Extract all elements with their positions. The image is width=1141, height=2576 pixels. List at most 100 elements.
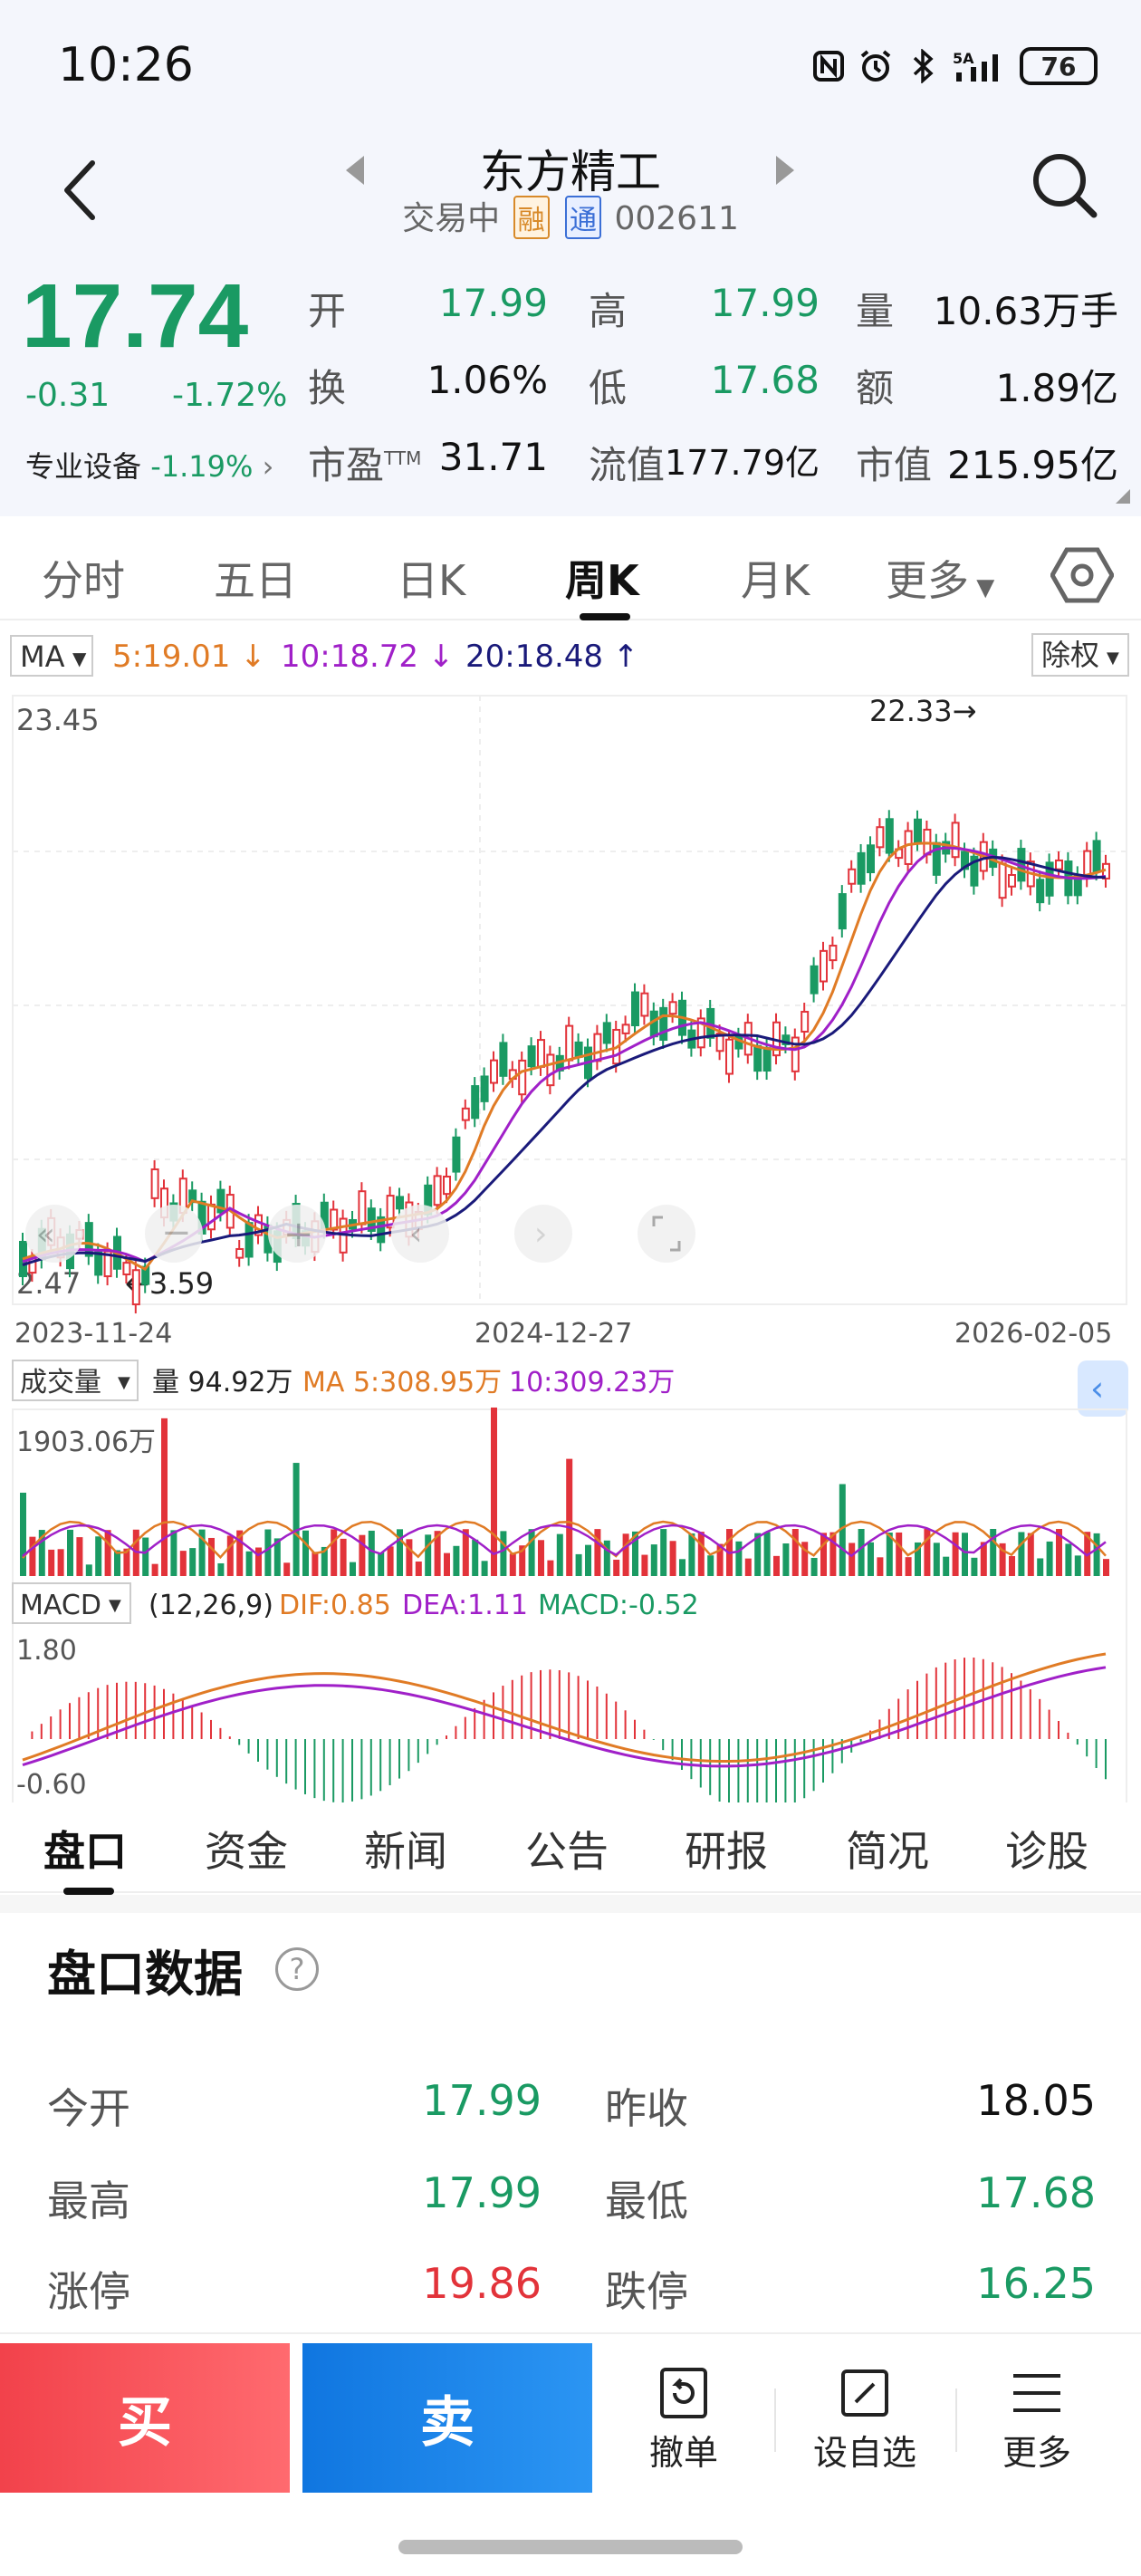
candle-body	[471, 1085, 480, 1120]
candle-body	[235, 1247, 244, 1259]
volume-bar	[312, 1552, 319, 1576]
sector-name: 专业设备	[25, 449, 142, 484]
help-icon[interactable]: ?	[275, 1947, 319, 1991]
candle-body	[631, 991, 639, 1027]
scroll-right-button[interactable]	[514, 1205, 572, 1263]
quote-label-turnover: 换	[308, 366, 347, 410]
add-watchlist-label: 设自选	[812, 2433, 916, 2473]
quote-value-high: 17.99	[710, 281, 820, 325]
ma-line-2	[22, 855, 1107, 1267]
volume-bar	[340, 1538, 347, 1576]
candle-body	[914, 818, 922, 843]
quote-value-pe: 31.71	[438, 435, 548, 479]
tab-funds[interactable]: 资金	[205, 1827, 288, 1876]
quote-value-low: 17.68	[710, 358, 820, 402]
macd-dif-line	[22, 1652, 1107, 1763]
candle-body	[998, 862, 1007, 899]
tab-news[interactable]: 新闻	[364, 1827, 447, 1876]
volume-bar	[20, 1493, 26, 1576]
candle-body	[386, 1195, 395, 1229]
volume-bar	[933, 1543, 940, 1576]
ma20-value: 20:18.48 ↑	[465, 639, 638, 675]
candle-body	[254, 1214, 263, 1236]
more-button[interactable]: 更多	[969, 2361, 1105, 2475]
fullscreen-button[interactable]	[638, 1205, 695, 1263]
side-panel-toggle[interactable]	[1078, 1360, 1128, 1417]
value-prev-close: 18.05	[976, 2076, 1096, 2125]
volume-bar	[1056, 1529, 1062, 1576]
candle-body	[94, 1251, 103, 1276]
indicator-selector-box[interactable]	[12, 1360, 139, 1401]
tab-intraday[interactable]: 分时	[42, 556, 125, 605]
candle-body	[801, 1011, 810, 1033]
zoom-in-button[interactable]	[268, 1205, 326, 1263]
next-stock-arrow-icon[interactable]	[776, 156, 794, 185]
volume-bar	[585, 1544, 591, 1576]
search-icon[interactable]	[1029, 149, 1101, 222]
divider	[955, 2389, 957, 2452]
volume-bar	[820, 1533, 827, 1576]
scroll-left-button[interactable]	[391, 1205, 449, 1263]
tab-monthly-k[interactable]: 月K	[741, 556, 810, 605]
candle-body	[621, 1024, 630, 1034]
candle-body	[715, 1033, 724, 1053]
tab-more[interactable]: 更多 ▼	[886, 556, 995, 605]
back-button[interactable]	[54, 154, 109, 226]
volume-bar	[679, 1559, 686, 1576]
volume-bar	[273, 1538, 281, 1576]
macd-dif: DIF:0.85	[279, 1590, 391, 1621]
chart-area[interactable]: MA ▼ 5:19.01 ↓ 10:18.72 ↓ 20:18.48 ↑ 除权 …	[0, 625, 1141, 1802]
volume-ma5: MA 5:308.95万	[302, 1367, 502, 1399]
macd-lines	[22, 1652, 1107, 1768]
undo-doc-icon	[616, 2361, 752, 2425]
tab-profile[interactable]: 简况	[846, 1827, 929, 1876]
add-watchlist-button[interactable]: 设自选	[797, 2361, 933, 2475]
volume-bar	[179, 1551, 187, 1576]
tab-orderbook[interactable]: 盘口	[43, 1827, 127, 1876]
candle-body	[367, 1207, 376, 1233]
volume-bar	[217, 1562, 225, 1576]
volume-bar	[519, 1545, 526, 1576]
kline-chart-svg[interactable]: MA ▼ 5:19.01 ↓ 10:18.72 ↓ 20:18.48 ↑ 除权 …	[0, 625, 1141, 1802]
price-change-pct: -1.72%	[172, 377, 288, 414]
candle-body	[762, 1047, 772, 1072]
tab-announcements[interactable]: 公告	[525, 1827, 609, 1876]
sector-link[interactable]: 专业设备 -1.19% ›	[25, 444, 273, 485]
volume-bar	[980, 1542, 987, 1576]
candle-body	[358, 1190, 367, 1226]
home-indicator[interactable]	[398, 2540, 743, 2554]
cancel-order-button[interactable]: 撤单	[616, 2361, 752, 2475]
tab-research[interactable]: 研报	[685, 1827, 768, 1876]
buy-button[interactable]: 买	[0, 2343, 290, 2493]
tab-five-day[interactable]: 五日	[214, 556, 297, 605]
x-label-end: 2026-02-05	[954, 1318, 1112, 1350]
volume-bar	[453, 1545, 460, 1576]
prev-stock-arrow-icon[interactable]	[346, 156, 364, 185]
volume-bar	[1009, 1556, 1015, 1576]
cancel-order-label: 撤单	[648, 2433, 718, 2473]
zoom-out-button[interactable]	[145, 1205, 203, 1263]
volume-bar	[782, 1543, 790, 1576]
candle-body	[1045, 861, 1054, 897]
settings-hex-icon[interactable]	[1050, 546, 1115, 608]
stock-name: 东方精工	[480, 146, 661, 198]
volume-bar	[57, 1549, 64, 1576]
tab-weekly-k[interactable]: 周K	[565, 556, 639, 605]
volume-bar	[773, 1555, 780, 1576]
volume-bar	[650, 1544, 657, 1576]
volume-bar	[754, 1533, 762, 1576]
main-chart-frame	[12, 695, 1127, 1305]
macd-selector-box[interactable]	[12, 1582, 131, 1624]
candle-body	[838, 893, 847, 930]
sell-button[interactable]: 卖	[302, 2343, 592, 2493]
volume-bar	[669, 1541, 676, 1576]
ma-selector-box[interactable]	[10, 635, 93, 677]
adjust-selector-box[interactable]	[1031, 633, 1129, 677]
volume-bar	[594, 1529, 601, 1576]
expand-corner-icon[interactable]	[1116, 489, 1130, 504]
tab-diagnosis[interactable]: 诊股	[1005, 1827, 1088, 1876]
tab-daily-k[interactable]: 日K	[397, 556, 466, 605]
volume-bar	[378, 1552, 385, 1576]
volume-bar	[114, 1550, 120, 1576]
rewind-button[interactable]	[25, 1205, 83, 1263]
